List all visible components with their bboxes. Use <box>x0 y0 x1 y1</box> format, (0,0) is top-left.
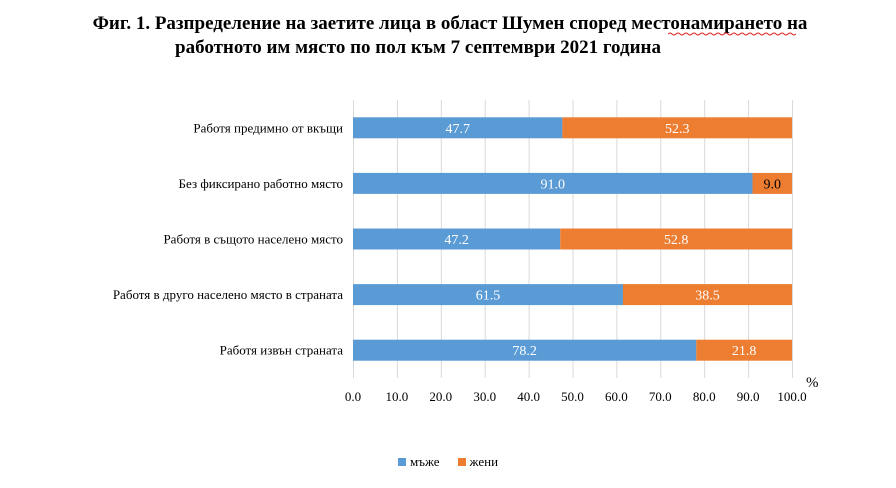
data-label-men-4: 78.2 <box>512 344 537 359</box>
x-tick-label-7: 70.0 <box>649 389 672 404</box>
chart-title-line-1: Фиг. 1. Разпределение на заетите лица в … <box>92 13 808 34</box>
x-tick-label-9: 90.0 <box>737 389 760 404</box>
chart-title-line-2: работното им място по пол към 7 септемвр… <box>175 37 661 58</box>
data-label-women-2: 52.8 <box>664 233 689 248</box>
legend-swatch-men <box>398 458 406 466</box>
x-tick-label-4: 40.0 <box>517 389 540 404</box>
data-label-women-0: 52.3 <box>665 122 690 137</box>
bar-men-0 <box>353 117 563 139</box>
bar-men-1 <box>353 172 753 194</box>
x-tick-label-5: 50.0 <box>561 389 584 404</box>
bar-women-4 <box>696 339 792 361</box>
spellcheck-underline <box>668 32 796 36</box>
data-label-men-0: 47.7 <box>445 122 470 137</box>
legend: мъже жени <box>398 454 498 470</box>
legend-label-men: мъже <box>410 454 440 469</box>
data-label-men-3: 61.5 <box>476 289 501 304</box>
legend-swatch-women <box>457 458 466 466</box>
x-tick-label-8: 80.0 <box>693 389 716 404</box>
bar-women-1 <box>752 172 792 194</box>
category-label-3: Работя в друго населено място в страната <box>113 287 343 302</box>
x-tick-label-10: 100.0 <box>777 389 806 404</box>
category-label-4: Работя извън страната <box>220 343 344 358</box>
category-label-1: Без фиксирано работно място <box>179 176 343 191</box>
legend-label-women: жени <box>469 454 499 469</box>
x-tick-label-2: 20.0 <box>429 389 452 404</box>
data-label-men-1: 91.0 <box>540 177 565 192</box>
data-label-women-4: 21.8 <box>732 344 757 359</box>
data-label-men-2: 47.2 <box>444 233 469 248</box>
x-tick-label-1: 10.0 <box>386 389 409 404</box>
bar-women-3 <box>622 284 792 306</box>
bar-men-3 <box>353 284 623 306</box>
category-label-0: Работя предимно от вкъщи <box>193 120 343 135</box>
x-tick-label-6: 60.0 <box>605 389 628 404</box>
data-label-women-1: 9.0 <box>763 177 781 192</box>
x-tick-label-0: 0.0 <box>345 389 361 404</box>
bar-women-2 <box>560 228 792 250</box>
data-label-women-3: 38.5 <box>695 289 720 304</box>
bar-men-2 <box>353 228 561 250</box>
x-tick-label-3: 30.0 <box>473 389 496 404</box>
legend-item-women: жени <box>457 454 499 470</box>
bar-men-4 <box>353 339 697 361</box>
category-label-2: Работя в същото населено място <box>163 232 343 247</box>
bar-women-0 <box>562 117 792 139</box>
legend-item-men: мъже <box>398 454 440 470</box>
x-axis-unit-label: % <box>806 375 819 391</box>
